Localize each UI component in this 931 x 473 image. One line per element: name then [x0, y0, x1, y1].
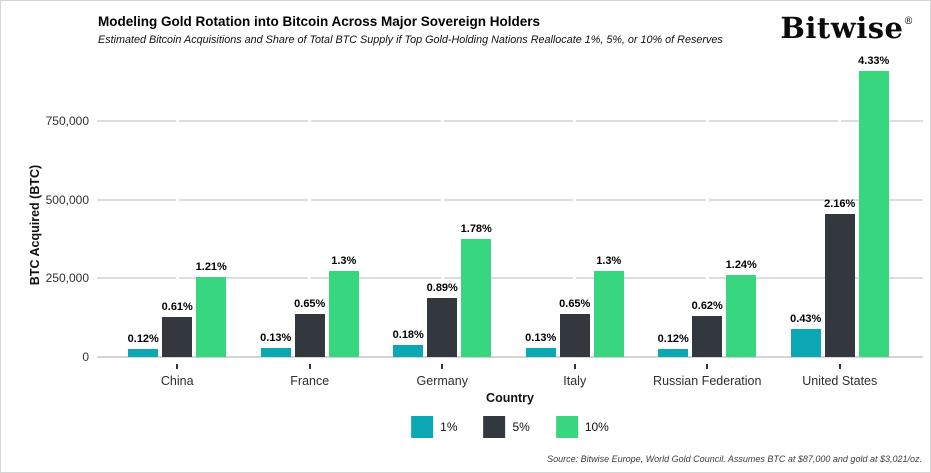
- y-axis-title: BTC Acquired (BTC): [28, 164, 42, 286]
- legend-item-10-: 10%: [555, 416, 609, 438]
- x-tick-germany: [441, 364, 444, 369]
- bar-value-label-france-5-: 0.65%: [294, 298, 326, 310]
- bar-value-label-china-10-: 1.21%: [195, 261, 227, 273]
- bar-china-1-: [128, 349, 159, 357]
- x-tick-label-france: France: [290, 374, 330, 388]
- bar-united-states-10-: [858, 71, 889, 357]
- x-tick-italy: [573, 364, 576, 369]
- bar-france-10-: [328, 271, 359, 357]
- bar-value-label-italy-10-: 1.3%: [596, 255, 622, 267]
- legend-label-10-: 10%: [584, 420, 609, 434]
- x-tick-label-germany: Germany: [416, 374, 468, 388]
- x-gridline-gap-united-states: [838, 57, 842, 357]
- bar-value-label-china-5-: 0.61%: [161, 301, 193, 313]
- legend: 1% 5% 10%: [411, 416, 609, 438]
- x-gridline-gap-france: [308, 57, 312, 357]
- x-tick-label-united-states: United States: [802, 374, 878, 388]
- bar-value-label-russian-federation-5-: 0.62%: [691, 300, 723, 312]
- registered-trademark-icon: ®: [903, 16, 914, 27]
- x-axis-baseline: [97, 356, 923, 358]
- bar-value-label-united-states-5-: 2.16%: [824, 198, 856, 210]
- y-tick-label-750000: 750,000: [45, 113, 89, 128]
- x-tick-label-italy: Italy: [563, 374, 587, 388]
- y-gridline-500000: [97, 198, 923, 201]
- x-tick-china: [176, 364, 179, 369]
- x-tick-russian-federation: [706, 364, 709, 369]
- y-tick-label-500000: 500,000: [45, 192, 89, 207]
- legend-item-1-: 1%: [411, 416, 457, 438]
- y-gridline-750000: [97, 119, 923, 122]
- legend-swatch-1-: [411, 416, 434, 438]
- bar-china-10-: [196, 277, 227, 357]
- legend-swatch-10-: [555, 416, 578, 438]
- bar-germany-5-: [427, 298, 458, 357]
- x-tick-united-states: [838, 364, 841, 369]
- bar-value-label-france-10-: 1.3%: [331, 255, 357, 267]
- bar-italy-10-: [593, 271, 624, 357]
- legend-label-1-: 1%: [440, 420, 458, 434]
- bar-germany-1-: [393, 345, 424, 357]
- x-gridline-gap-china: [175, 57, 179, 357]
- source-note: Source: Bitwise Europe, World Gold Counc…: [547, 454, 922, 464]
- bar-italy-5-: [559, 314, 590, 357]
- x-axis-title: Country: [486, 391, 534, 405]
- bar-value-label-united-states-1-: 0.43%: [790, 313, 822, 325]
- bar-united-states-5-: [824, 214, 855, 357]
- bar-russian-federation-5-: [692, 316, 723, 357]
- bar-france-5-: [294, 314, 325, 357]
- bitwise-logo: Bitwise®: [780, 11, 914, 45]
- legend-swatch-5-: [483, 416, 506, 438]
- bar-value-label-united-states-10-: 4.33%: [858, 55, 890, 67]
- chart-title: Modeling Gold Rotation into Bitcoin Acro…: [98, 14, 541, 29]
- bar-russian-federation-1-: [658, 349, 689, 357]
- bar-value-label-germany-10-: 1.78%: [460, 223, 492, 235]
- bar-value-label-russian-federation-10-: 1.24%: [725, 259, 757, 271]
- bar-value-label-china-1-: 0.12%: [127, 333, 159, 345]
- bar-value-label-italy-1-: 0.13%: [525, 332, 557, 344]
- chart-subtitle: Estimated Bitcoin Acquisitions and Share…: [98, 34, 723, 46]
- bar-italy-1-: [525, 348, 556, 357]
- x-gridline-gap-germany: [440, 57, 444, 357]
- bar-value-label-germany-5-: 0.89%: [426, 282, 458, 294]
- bar-russian-federation-10-: [726, 275, 757, 357]
- y-tick-label-250000: 250,000: [45, 271, 89, 286]
- bar-value-label-germany-1-: 0.18%: [392, 329, 424, 341]
- bitwise-logo-text: Bitwise: [780, 11, 904, 45]
- bar-france-1-: [260, 348, 291, 357]
- x-gridline-gap-italy: [573, 57, 577, 357]
- y-gridline-250000: [97, 277, 923, 280]
- x-tick-label-china: China: [160, 374, 194, 388]
- y-tick-label-0: 0: [82, 350, 89, 364]
- bar-united-states-1-: [790, 329, 821, 357]
- bar-germany-10-: [461, 239, 492, 357]
- x-tick-label-russian-federation: Russian Federation: [653, 374, 762, 388]
- bar-china-5-: [162, 317, 193, 357]
- legend-item-5-: 5%: [483, 416, 530, 438]
- legend-label-5-: 5%: [512, 420, 530, 434]
- bar-value-label-italy-5-: 0.65%: [559, 298, 591, 310]
- x-gridline-gap-russian-federation: [705, 57, 709, 357]
- x-tick-france: [308, 364, 311, 369]
- bar-value-label-france-1-: 0.13%: [260, 332, 292, 344]
- bar-value-label-russian-federation-1-: 0.12%: [657, 333, 689, 345]
